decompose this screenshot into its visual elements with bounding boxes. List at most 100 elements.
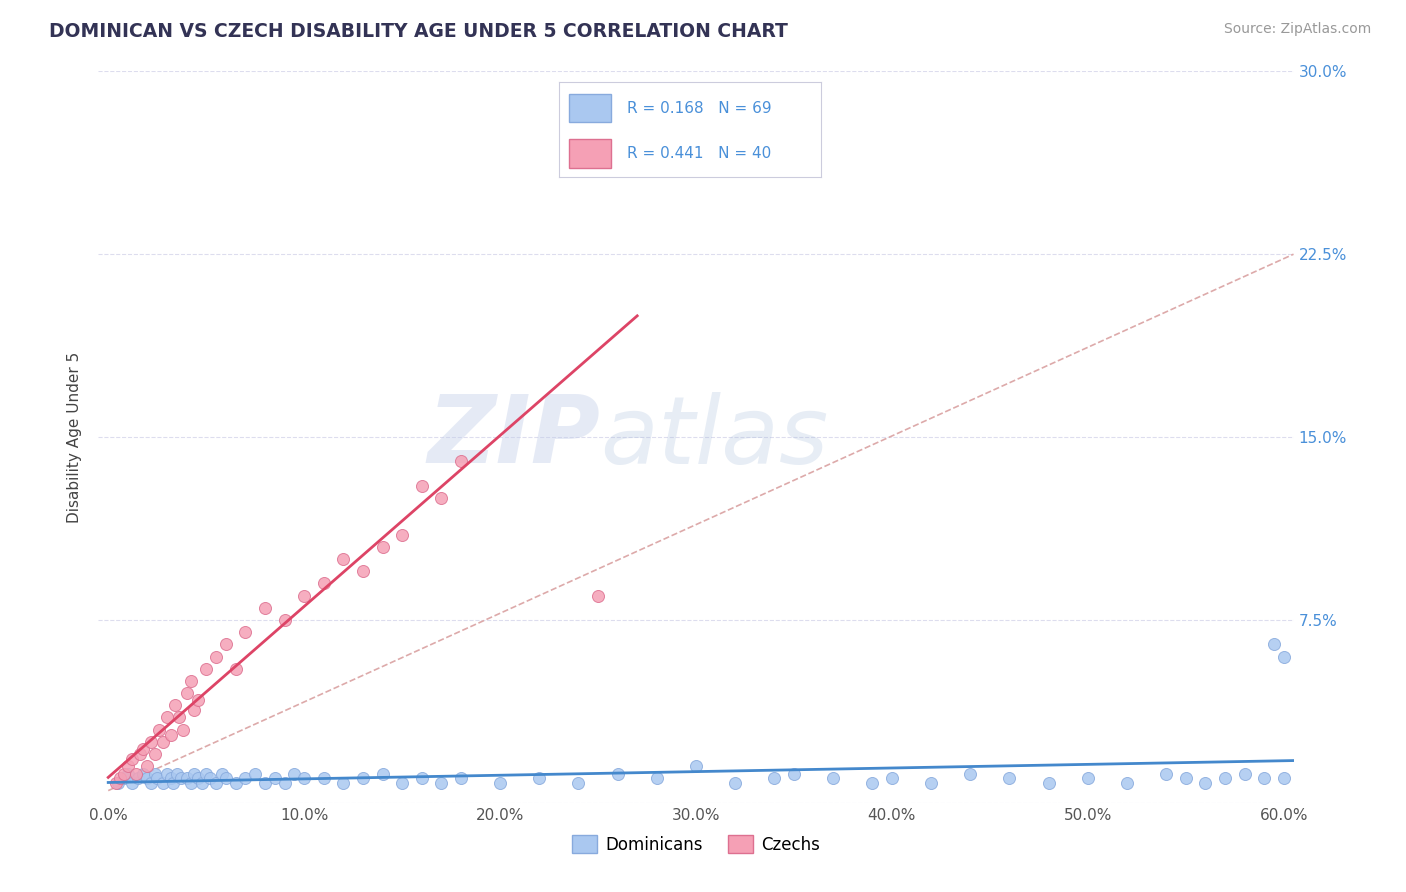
Point	[263, 772, 285, 786]
Point	[332, 552, 354, 566]
Point	[156, 766, 179, 780]
Point	[215, 772, 238, 786]
Point	[121, 776, 143, 790]
Point	[391, 776, 413, 790]
Point	[1194, 776, 1216, 790]
Point	[1154, 766, 1177, 780]
Point	[143, 747, 166, 761]
Point	[312, 772, 335, 786]
Point	[586, 589, 609, 603]
Point	[112, 766, 135, 780]
Point	[352, 564, 374, 578]
Point	[411, 479, 433, 493]
Point	[136, 772, 159, 786]
Point	[195, 662, 218, 676]
Point	[724, 776, 747, 790]
Point	[225, 662, 247, 676]
Point	[371, 540, 394, 554]
Point	[195, 766, 218, 780]
Point	[191, 776, 214, 790]
Point	[160, 772, 183, 786]
Point	[121, 752, 143, 766]
Point	[132, 766, 155, 780]
Point	[205, 776, 228, 790]
Point	[1263, 637, 1285, 651]
Point	[183, 703, 205, 717]
Point	[292, 589, 315, 603]
Point	[292, 772, 315, 786]
Point	[880, 772, 903, 786]
Point	[167, 710, 190, 724]
Point	[1174, 772, 1197, 786]
Point	[211, 766, 233, 780]
Point	[1272, 649, 1295, 664]
Text: ZIP: ZIP	[427, 391, 600, 483]
Point	[783, 766, 806, 780]
Point	[136, 759, 159, 773]
Point	[371, 766, 394, 780]
Point	[920, 776, 942, 790]
Point	[1233, 766, 1256, 780]
Point	[1272, 772, 1295, 786]
Point	[391, 527, 413, 541]
Point	[1038, 776, 1060, 790]
Point	[823, 772, 845, 786]
Point	[166, 766, 188, 780]
Point	[225, 776, 247, 790]
Y-axis label: Disability Age Under 5: Disability Age Under 5	[67, 351, 83, 523]
Point	[1213, 772, 1236, 786]
Point	[235, 772, 257, 786]
Legend: Dominicans, Czechs: Dominicans, Czechs	[565, 829, 827, 860]
Point	[411, 772, 433, 786]
Point	[959, 766, 981, 780]
Point	[430, 491, 453, 505]
Point	[763, 772, 786, 786]
Point	[160, 727, 183, 741]
Point	[163, 698, 186, 713]
Point	[253, 600, 276, 615]
Point	[156, 710, 179, 724]
Point	[273, 613, 295, 627]
Point	[170, 772, 193, 786]
Point	[127, 772, 149, 786]
Point	[187, 693, 209, 707]
Point	[162, 776, 184, 790]
Point	[187, 772, 209, 786]
Point	[105, 776, 128, 790]
Point	[176, 686, 198, 700]
Point	[108, 772, 131, 786]
Point	[141, 735, 163, 749]
Point	[450, 772, 472, 786]
Text: Source: ZipAtlas.com: Source: ZipAtlas.com	[1223, 22, 1371, 37]
Point	[117, 766, 139, 780]
Point	[183, 766, 205, 780]
Point	[273, 776, 295, 790]
Point	[685, 759, 707, 773]
Point	[567, 776, 589, 790]
Point	[998, 772, 1021, 786]
Point	[352, 772, 374, 786]
Point	[146, 772, 169, 786]
Point	[1116, 776, 1139, 790]
Point	[332, 776, 354, 790]
Point	[112, 772, 135, 786]
Point	[283, 766, 305, 780]
Point	[860, 776, 883, 790]
Point	[152, 735, 174, 749]
Point	[529, 772, 551, 786]
Point	[430, 776, 453, 790]
Text: DOMINICAN VS CZECH DISABILITY AGE UNDER 5 CORRELATION CHART: DOMINICAN VS CZECH DISABILITY AGE UNDER …	[49, 22, 789, 41]
Point	[148, 723, 170, 737]
Point	[489, 776, 512, 790]
Point	[179, 673, 201, 688]
Point	[1077, 772, 1099, 786]
Point	[312, 576, 335, 591]
Point	[124, 766, 146, 780]
Point	[253, 776, 276, 790]
Point	[450, 454, 472, 468]
Point	[152, 776, 174, 790]
Point	[141, 776, 163, 790]
Point	[205, 649, 228, 664]
Point	[243, 766, 266, 780]
Point	[128, 747, 150, 761]
